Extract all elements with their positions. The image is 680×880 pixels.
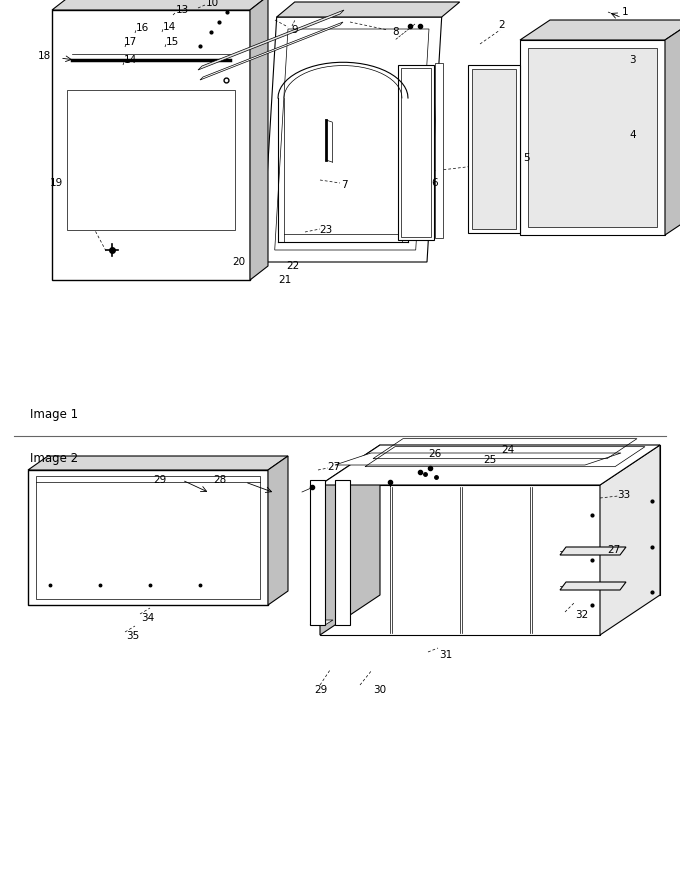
- Text: 30: 30: [373, 685, 386, 695]
- Text: 4: 4: [630, 130, 636, 140]
- Text: 26: 26: [428, 449, 441, 459]
- Polygon shape: [250, 0, 268, 280]
- Polygon shape: [262, 17, 442, 262]
- Polygon shape: [665, 20, 680, 235]
- Text: 32: 32: [575, 610, 589, 620]
- Polygon shape: [52, 0, 268, 10]
- Polygon shape: [277, 2, 460, 17]
- Text: 1: 1: [622, 7, 628, 17]
- Polygon shape: [520, 40, 665, 235]
- Text: 7: 7: [341, 180, 347, 190]
- Text: 35: 35: [126, 631, 139, 641]
- Polygon shape: [320, 445, 380, 635]
- Text: 20: 20: [233, 257, 245, 267]
- Polygon shape: [310, 480, 325, 625]
- Text: 24: 24: [501, 445, 515, 455]
- Polygon shape: [268, 456, 288, 605]
- Text: 29: 29: [314, 685, 328, 695]
- Polygon shape: [398, 65, 434, 240]
- Text: 3: 3: [629, 55, 635, 65]
- Polygon shape: [198, 10, 344, 70]
- Text: 29: 29: [154, 475, 167, 485]
- Polygon shape: [600, 445, 660, 635]
- Text: 8: 8: [392, 27, 399, 37]
- Text: 14: 14: [163, 22, 175, 32]
- Text: 22: 22: [286, 261, 300, 271]
- Text: 33: 33: [617, 490, 630, 500]
- Text: 18: 18: [37, 51, 50, 61]
- Text: 2: 2: [498, 20, 505, 30]
- Text: 6: 6: [432, 178, 439, 188]
- Polygon shape: [472, 69, 516, 229]
- Text: 19: 19: [50, 178, 63, 188]
- Text: Image 2: Image 2: [30, 451, 78, 465]
- Polygon shape: [275, 29, 429, 250]
- Polygon shape: [28, 456, 288, 470]
- Text: 23: 23: [320, 225, 333, 235]
- Polygon shape: [52, 10, 250, 280]
- Polygon shape: [401, 68, 431, 237]
- Polygon shape: [560, 547, 626, 555]
- Polygon shape: [520, 20, 680, 40]
- Polygon shape: [528, 48, 657, 227]
- Text: 28: 28: [214, 475, 226, 485]
- Polygon shape: [435, 63, 443, 238]
- Polygon shape: [468, 65, 520, 233]
- Text: 27: 27: [607, 545, 621, 555]
- Text: 34: 34: [141, 613, 154, 623]
- Polygon shape: [380, 445, 660, 595]
- Text: 14: 14: [123, 55, 137, 65]
- Polygon shape: [320, 485, 600, 635]
- Text: Image 1: Image 1: [30, 407, 78, 421]
- Polygon shape: [28, 470, 268, 605]
- Polygon shape: [67, 90, 235, 230]
- Polygon shape: [335, 480, 350, 625]
- Text: 9: 9: [292, 25, 299, 35]
- Text: 5: 5: [524, 153, 530, 163]
- Polygon shape: [560, 582, 626, 590]
- Text: 27: 27: [327, 462, 341, 472]
- Polygon shape: [200, 22, 343, 80]
- Text: 31: 31: [439, 650, 453, 660]
- Text: 25: 25: [483, 455, 496, 465]
- Text: 10: 10: [205, 0, 218, 8]
- Polygon shape: [310, 620, 333, 625]
- Text: 13: 13: [175, 5, 188, 15]
- Text: 16: 16: [135, 23, 149, 33]
- Text: 21: 21: [278, 275, 292, 285]
- Text: 15: 15: [165, 37, 179, 47]
- Polygon shape: [335, 453, 621, 465]
- Polygon shape: [320, 445, 660, 485]
- Text: 17: 17: [123, 37, 137, 47]
